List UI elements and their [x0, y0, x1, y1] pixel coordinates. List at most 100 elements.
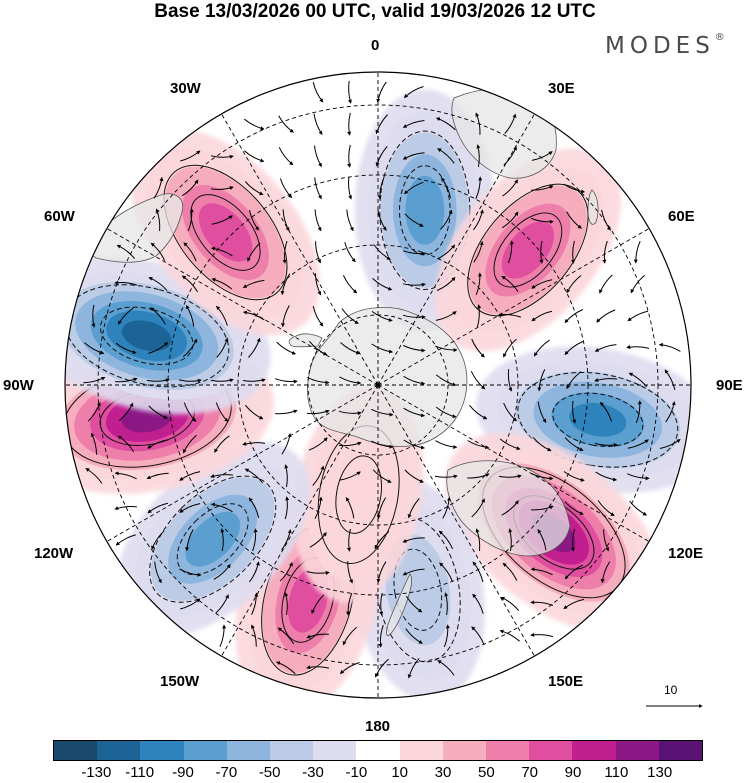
wind-vector [284, 592, 289, 616]
wind-vector [537, 401, 547, 423]
wind-vector [282, 240, 288, 264]
wind-vector [402, 250, 426, 256]
lon-label-60e: 60E [668, 208, 695, 225]
wind-vector [85, 468, 103, 484]
wind-vector [249, 209, 259, 231]
wind-vector [563, 598, 585, 610]
streamline-ring [493, 212, 563, 288]
wind-vector [153, 176, 164, 199]
wind-vector [315, 241, 321, 264]
wind-vector [342, 274, 358, 294]
wind-vector [437, 660, 455, 676]
lon-label-60w: 60W [44, 208, 75, 225]
wind-vector [91, 304, 96, 328]
wind-vector [377, 209, 387, 231]
streamline-ring [163, 164, 288, 301]
wind-vector [435, 345, 458, 353]
wind-vector [467, 473, 490, 479]
anomaly-contour [185, 511, 241, 567]
streamline-ring [379, 130, 471, 290]
wind-vector [502, 562, 518, 581]
wind-vector [251, 624, 257, 647]
colorbar-cell [572, 741, 616, 760]
wind-vector [530, 217, 554, 224]
positive-anomaly [130, 129, 321, 336]
wind-vector [502, 179, 518, 197]
wind-vector [185, 529, 194, 552]
anomaly-contour [385, 534, 451, 646]
wind-vector [276, 341, 297, 355]
wind-vector [402, 568, 425, 576]
wind-vector [210, 502, 233, 513]
colorbar-tick-label: 110 [604, 764, 629, 781]
colorbar [53, 740, 703, 761]
wind-vector [216, 305, 228, 326]
wind-vector [402, 537, 425, 543]
antarctic-peninsula [288, 333, 323, 348]
wind-vector [600, 561, 611, 584]
wind-vector [114, 506, 137, 510]
wind-vector [439, 562, 453, 582]
wind-vector [242, 441, 266, 446]
wind-vector [280, 273, 291, 296]
anomaly-contour [308, 408, 410, 581]
wind-vector [306, 665, 330, 670]
wind-vector [242, 378, 266, 383]
map-border [64, 71, 692, 699]
colorbar-tick-label: -70 [215, 764, 238, 781]
wind-vector [215, 402, 229, 422]
lon-label-120w: 120W [34, 545, 74, 562]
wind-vector [148, 342, 169, 354]
colorbar-cell [140, 741, 184, 760]
wind-vector [475, 112, 481, 135]
lon-label-90e: 90E [716, 377, 743, 394]
wind-vector [563, 183, 586, 194]
wind-vector [147, 439, 169, 449]
wind-vector [244, 181, 264, 196]
wind-vector [435, 311, 457, 321]
wind-vector [151, 530, 165, 550]
wind-vector [405, 595, 423, 613]
colorbar-cell [356, 741, 400, 760]
wind-vector [308, 437, 328, 451]
wind-vector [571, 240, 575, 264]
wind-vector [244, 150, 265, 163]
wind-vector [87, 401, 101, 422]
wind-vector [499, 438, 521, 451]
colorbar-cell [615, 741, 659, 760]
wind-vector [244, 404, 264, 420]
wind-vector [628, 372, 648, 388]
wind-vector [435, 374, 457, 387]
wind-vector [314, 209, 322, 232]
wind-vector [659, 439, 681, 449]
wind-vector [435, 440, 458, 450]
wind-vector [117, 435, 135, 453]
new-zealand [385, 573, 413, 637]
madagascar [587, 189, 599, 225]
wind-vector [244, 468, 263, 484]
wind-vector [314, 145, 322, 168]
streamline-ring [149, 475, 277, 603]
wind-vector [403, 345, 426, 353]
wind-vectors [83, 80, 681, 679]
wind-vector [154, 561, 162, 584]
wind-vector [629, 500, 648, 516]
wind-vector [219, 624, 227, 648]
wind-vector [313, 113, 323, 135]
wind-vector [345, 497, 355, 519]
wind-vector [533, 339, 550, 357]
wind-vector [407, 657, 420, 679]
wind-vector [407, 498, 420, 519]
wind-vector [437, 244, 456, 260]
wind-vector [537, 369, 546, 392]
wind-vector [635, 400, 642, 424]
colorbar-tick-label: -90 [172, 764, 194, 781]
wind-vector [530, 567, 553, 576]
wind-vector [438, 530, 454, 550]
wind-vector [247, 242, 261, 262]
wind-vector [530, 632, 554, 638]
wind-vector [220, 528, 225, 552]
wind-vector [627, 310, 649, 322]
colorbar-tick-label: 70 [521, 764, 538, 781]
